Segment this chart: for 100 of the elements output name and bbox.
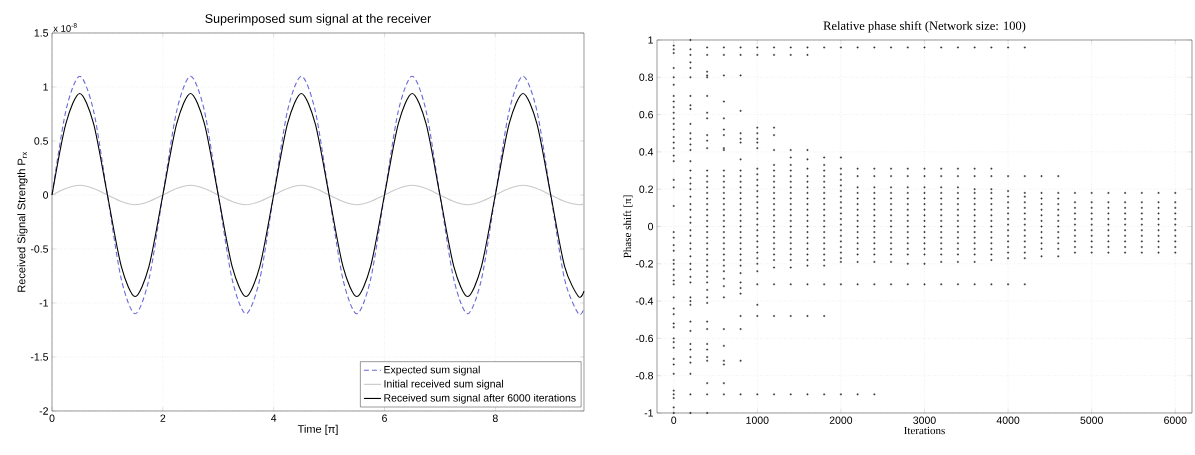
point <box>689 75 692 79</box>
point <box>672 340 676 344</box>
point <box>689 159 692 163</box>
point <box>923 167 926 171</box>
point <box>772 174 776 178</box>
point <box>1090 228 1094 232</box>
point <box>705 197 709 200</box>
point <box>722 116 726 120</box>
point <box>956 197 960 200</box>
point <box>722 219 726 223</box>
point <box>956 208 960 212</box>
point <box>755 228 759 232</box>
y-tick-label: 1.5 <box>34 29 49 37</box>
point <box>1157 191 1160 195</box>
point <box>789 208 793 212</box>
point <box>806 258 809 262</box>
point <box>839 195 843 199</box>
point <box>755 269 759 273</box>
point <box>755 256 759 260</box>
point <box>705 355 709 359</box>
point <box>789 169 793 172</box>
point <box>722 74 726 77</box>
point <box>672 47 676 51</box>
x-tick-label: 1000 <box>746 416 769 424</box>
point <box>689 247 692 251</box>
point <box>806 191 809 195</box>
point <box>689 208 692 212</box>
point <box>822 253 826 256</box>
point <box>872 185 876 189</box>
point <box>722 295 726 299</box>
legend-label: Received sum signal after 6000 iterations <box>384 393 576 404</box>
point <box>1173 251 1177 254</box>
point <box>973 282 977 286</box>
point <box>672 44 676 47</box>
point <box>739 197 742 200</box>
point <box>856 260 860 264</box>
point <box>722 392 726 396</box>
point <box>872 247 876 251</box>
point <box>1056 230 1060 234</box>
point <box>1056 213 1060 217</box>
point <box>739 292 742 296</box>
point <box>772 126 776 130</box>
point <box>822 241 826 245</box>
point <box>772 163 776 167</box>
point <box>689 53 692 57</box>
point <box>923 247 926 251</box>
point <box>806 208 809 212</box>
point <box>689 361 692 365</box>
point <box>1023 200 1027 204</box>
point <box>1140 240 1144 243</box>
point <box>939 208 943 212</box>
point <box>956 247 960 251</box>
point <box>1040 202 1043 206</box>
point <box>722 359 726 363</box>
point <box>722 213 726 217</box>
point <box>722 247 726 251</box>
point <box>772 258 776 262</box>
point <box>739 208 742 212</box>
point <box>889 241 893 245</box>
point <box>789 266 793 269</box>
point <box>956 185 960 189</box>
point <box>755 126 759 130</box>
point <box>1006 189 1010 193</box>
point <box>722 253 726 256</box>
point <box>722 363 726 366</box>
point <box>1006 282 1010 286</box>
point <box>856 247 860 251</box>
point <box>755 212 759 215</box>
point <box>755 234 759 238</box>
point <box>672 363 676 366</box>
point <box>772 197 776 200</box>
point <box>989 208 993 212</box>
point <box>1107 240 1110 243</box>
point <box>705 94 709 98</box>
point <box>822 314 826 318</box>
point <box>856 197 860 200</box>
point <box>755 141 759 144</box>
x-tick-label: 3000 <box>913 416 936 424</box>
point <box>1023 191 1027 195</box>
point <box>906 225 910 228</box>
point <box>822 197 826 200</box>
point <box>1040 174 1043 178</box>
point <box>772 208 776 212</box>
point <box>1107 212 1110 215</box>
point <box>772 46 776 49</box>
point <box>956 241 960 245</box>
point <box>1090 217 1094 221</box>
point <box>755 314 759 318</box>
x-tick-label: 2 <box>160 414 166 422</box>
point <box>672 154 676 158</box>
point <box>906 262 910 266</box>
point <box>789 225 793 228</box>
point <box>989 241 993 245</box>
legend-label: Initial received sum signal <box>384 379 504 390</box>
point <box>739 225 742 228</box>
point <box>939 241 943 245</box>
point <box>1140 200 1144 204</box>
point <box>722 53 726 57</box>
point <box>1107 251 1110 254</box>
point <box>1157 245 1160 249</box>
